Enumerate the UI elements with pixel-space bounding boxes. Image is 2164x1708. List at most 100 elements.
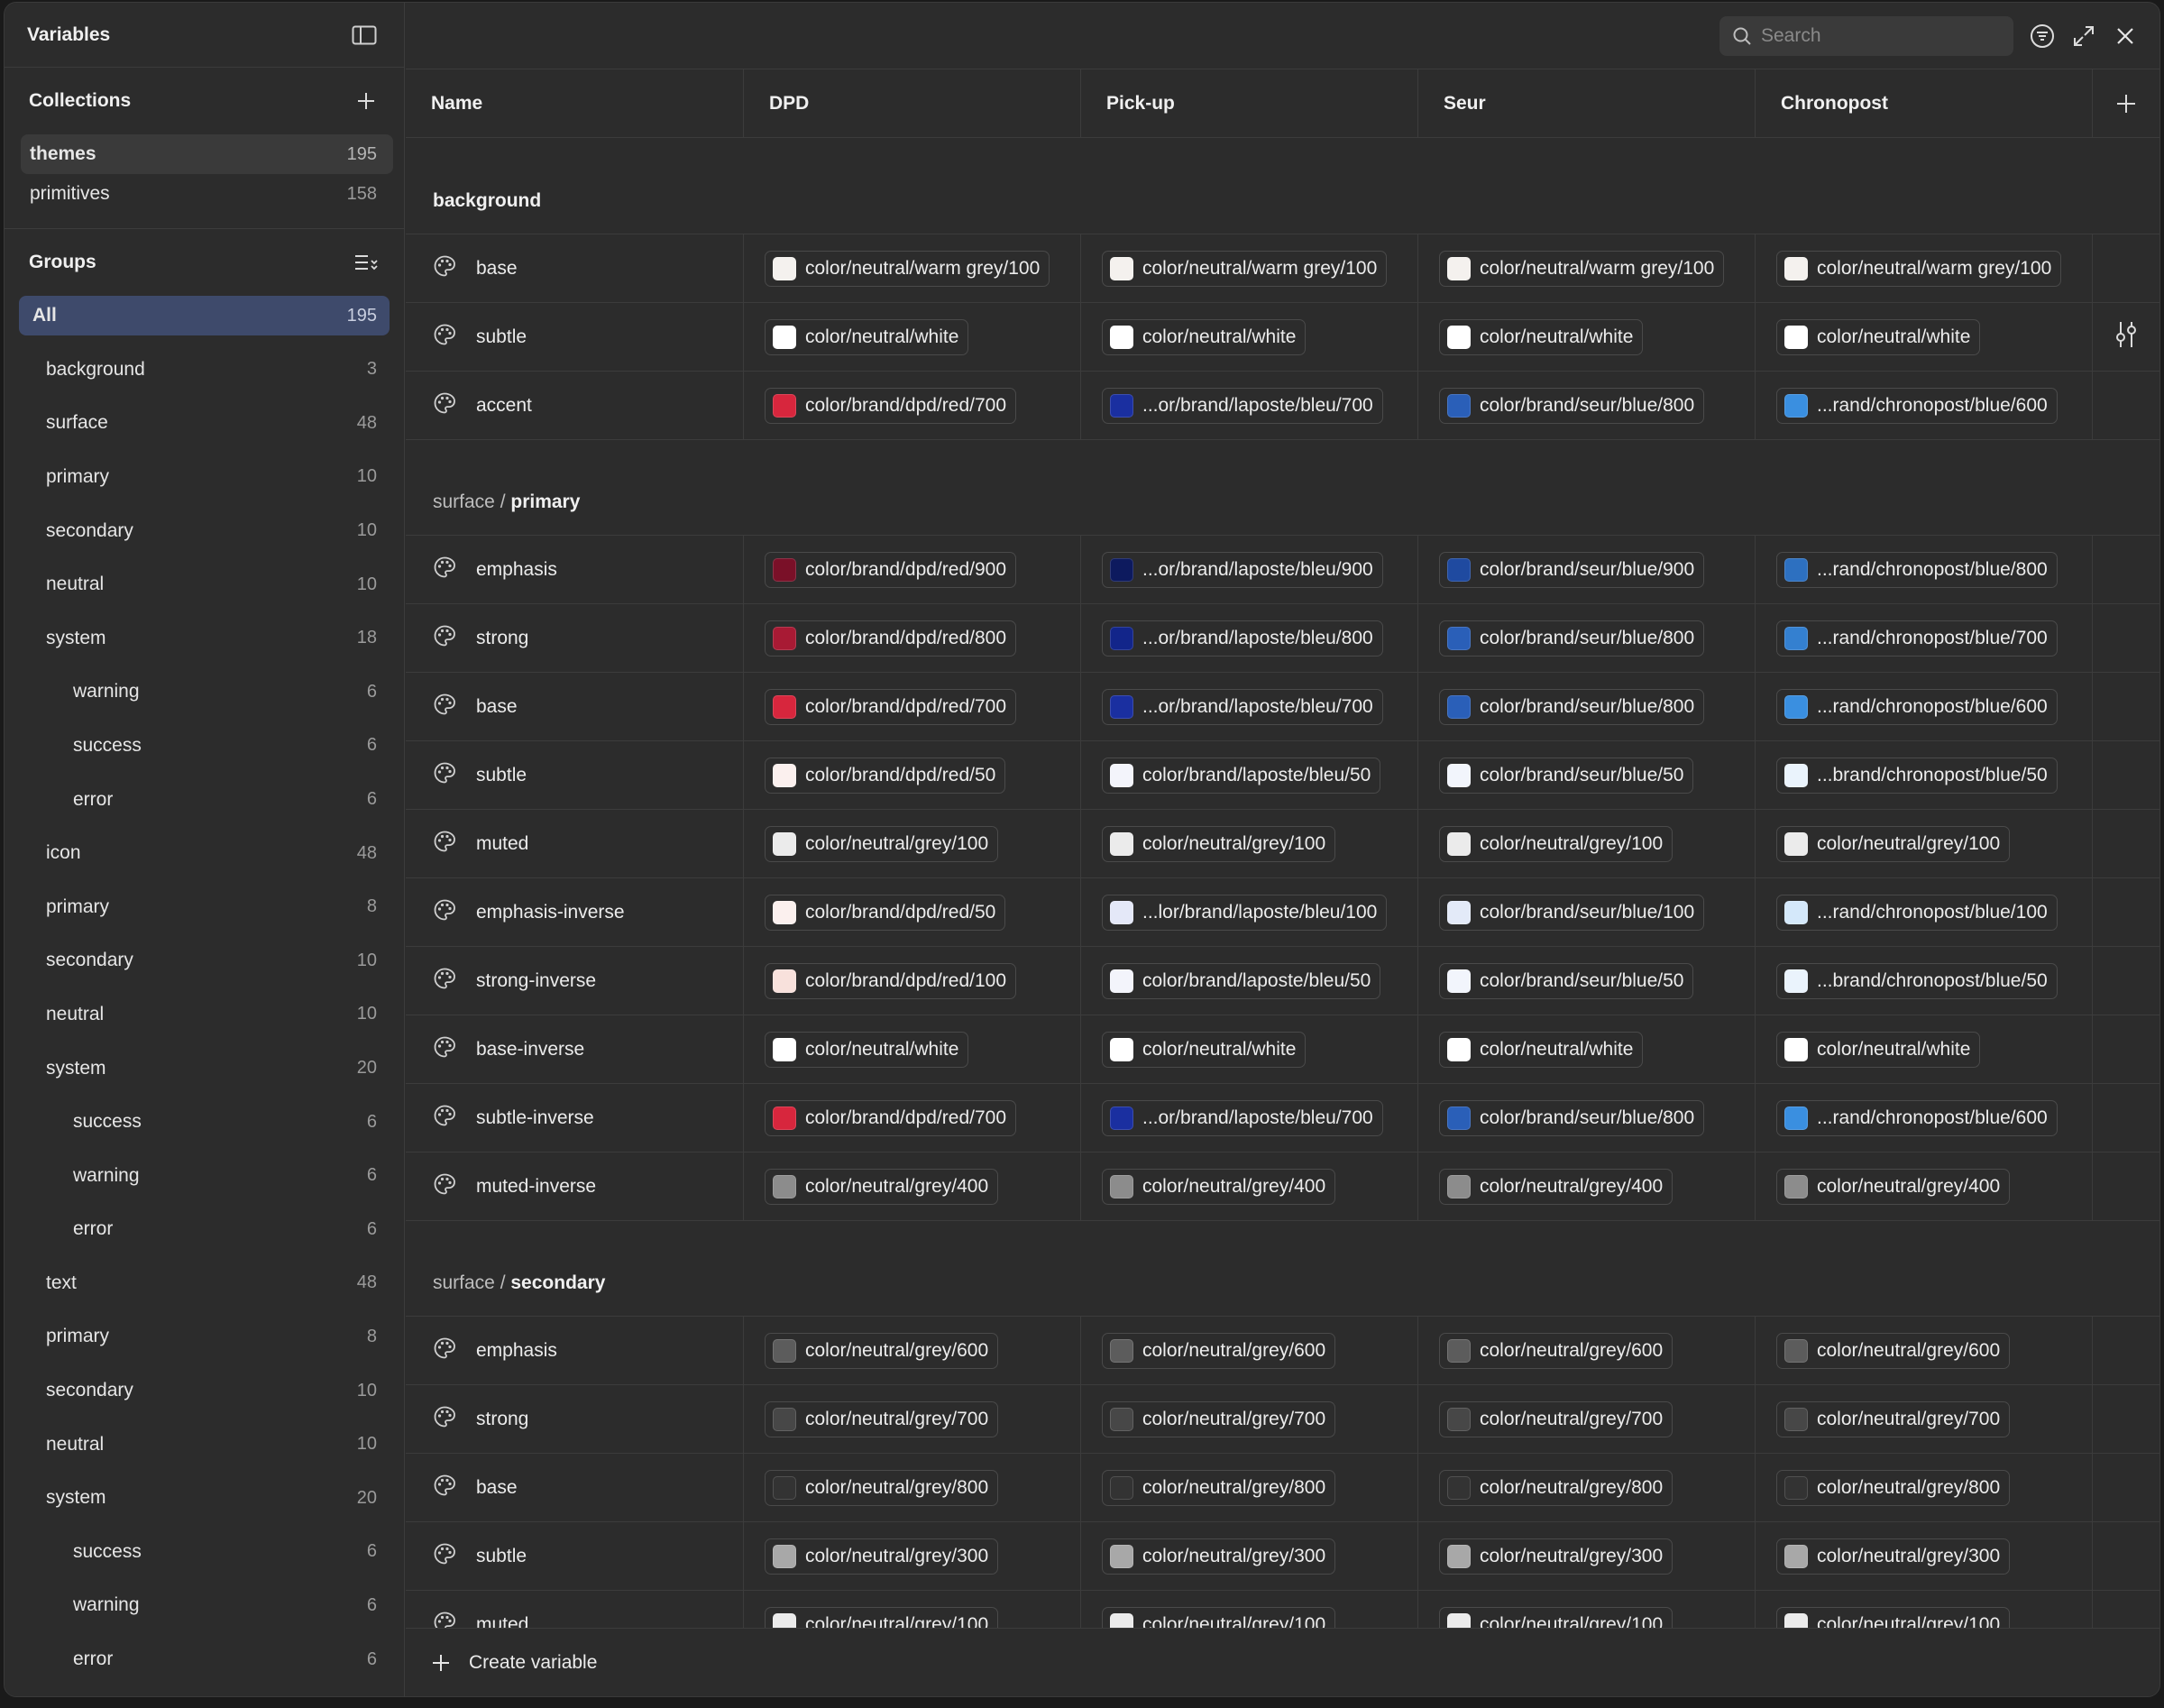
- variable-value-cell[interactable]: color/brand/dpd/red/700: [744, 673, 1081, 740]
- variable-name-cell[interactable]: emphasis: [406, 536, 744, 603]
- alias-pill[interactable]: color/neutral/grey/700: [1102, 1400, 1336, 1437]
- alias-pill[interactable]: ...or/brand/laposte/bleu/700: [1102, 1099, 1383, 1136]
- alias-pill[interactable]: color/brand/seur/blue/50: [1439, 962, 1694, 999]
- variable-value-cell[interactable]: ...brand/chronopost/blue/50: [1756, 741, 2093, 809]
- variable-row[interactable]: muted color/neutral/grey/100 color/neutral…: [406, 810, 2159, 878]
- alias-pill[interactable]: color/brand/dpd/red/100: [765, 962, 1016, 999]
- variable-row[interactable]: accent color/brand/dpd/red/700 ...or/brand…: [406, 372, 2159, 440]
- variable-value-cell[interactable]: color/brand/dpd/red/100: [744, 947, 1081, 1015]
- variable-value-cell[interactable]: color/brand/dpd/red/800: [744, 604, 1081, 672]
- variable-row[interactable]: strong color/brand/dpd/red/800 ...or/brand…: [406, 604, 2159, 673]
- group-item[interactable]: text 48: [19, 1256, 390, 1310]
- alias-pill[interactable]: color/neutral/grey/600: [1439, 1332, 1673, 1369]
- variable-value-cell[interactable]: color/neutral/grey/100: [744, 810, 1081, 877]
- edit-variable-icon[interactable]: [2113, 319, 2140, 354]
- alias-pill[interactable]: color/neutral/grey/100: [1439, 825, 1673, 862]
- variable-row[interactable]: base-inverse color/neutral/white color/neu…: [406, 1015, 2159, 1084]
- close-icon[interactable]: [2109, 20, 2141, 52]
- alias-pill[interactable]: color/neutral/grey/800: [1102, 1469, 1336, 1506]
- group-item[interactable]: error 6: [19, 1203, 390, 1257]
- group-item[interactable]: success 6: [19, 1525, 390, 1579]
- variable-value-cell[interactable]: color/neutral/white: [1418, 303, 1756, 371]
- alias-pill[interactable]: ...rand/chronopost/blue/700: [1776, 620, 2058, 657]
- alias-pill[interactable]: color/brand/seur/blue/800: [1439, 688, 1705, 725]
- group-item[interactable]: background 3: [19, 343, 390, 397]
- group-item[interactable]: secondary 10: [19, 1364, 390, 1418]
- group-item[interactable]: error 6: [19, 1632, 390, 1686]
- alias-pill[interactable]: ...rand/chronopost/blue/100: [1776, 894, 2058, 931]
- alias-pill[interactable]: color/neutral/grey/800: [1439, 1469, 1673, 1506]
- alias-pill[interactable]: color/neutral/grey/100: [1102, 1606, 1336, 1628]
- alias-pill[interactable]: color/neutral/grey/100: [765, 1606, 999, 1628]
- group-item[interactable]: success 6: [19, 1095, 390, 1149]
- group-item[interactable]: warning 6: [19, 1579, 390, 1633]
- alias-pill[interactable]: color/neutral/white: [765, 1031, 969, 1068]
- group-item[interactable]: neutral 10: [19, 987, 390, 1042]
- alias-pill[interactable]: color/neutral/warm grey/100: [1439, 250, 1725, 287]
- variable-value-cell[interactable]: color/brand/seur/blue/50: [1418, 741, 1756, 809]
- alias-pill[interactable]: color/brand/dpd/red/50: [765, 757, 1006, 794]
- variable-value-cell[interactable]: color/neutral/warm grey/100: [1081, 234, 1418, 302]
- variable-name-cell[interactable]: emphasis-inverse: [406, 878, 744, 946]
- variable-value-cell[interactable]: ...rand/chronopost/blue/700: [1756, 604, 2093, 672]
- alias-pill[interactable]: color/neutral/grey/300: [1102, 1538, 1336, 1575]
- variable-value-cell[interactable]: color/brand/seur/blue/50: [1418, 947, 1756, 1015]
- column-header-seur[interactable]: Seur: [1418, 69, 1756, 137]
- alias-pill[interactable]: color/brand/dpd/red/700: [765, 688, 1016, 725]
- variable-value-cell[interactable]: color/neutral/grey/100: [1756, 1591, 2093, 1628]
- variable-value-cell[interactable]: ...rand/chronopost/blue/600: [1756, 1084, 2093, 1152]
- group-item[interactable]: warning 6: [19, 1149, 390, 1203]
- alias-pill[interactable]: color/neutral/grey/400: [765, 1168, 999, 1205]
- alias-pill[interactable]: color/neutral/grey/300: [1776, 1538, 2011, 1575]
- variable-name-cell[interactable]: accent: [406, 372, 744, 439]
- variable-name-cell[interactable]: subtle: [406, 303, 744, 371]
- variable-value-cell[interactable]: color/neutral/grey/400: [1756, 1152, 2093, 1220]
- alias-pill[interactable]: color/neutral/grey/600: [765, 1332, 999, 1369]
- alias-pill[interactable]: color/brand/seur/blue/100: [1439, 894, 1705, 931]
- variable-value-cell[interactable]: color/brand/dpd/red/50: [744, 741, 1081, 809]
- variable-name-cell[interactable]: muted-inverse: [406, 1152, 744, 1220]
- expand-icon[interactable]: [2068, 20, 2100, 52]
- group-item[interactable]: All 195: [19, 296, 390, 335]
- alias-pill[interactable]: color/brand/seur/blue/50: [1439, 757, 1694, 794]
- alias-pill[interactable]: color/neutral/grey/600: [1102, 1332, 1336, 1369]
- variable-value-cell[interactable]: color/neutral/grey/100: [744, 1591, 1081, 1628]
- variable-row[interactable]: muted-inverse color/neutral/grey/400 color…: [406, 1152, 2159, 1221]
- variable-name-cell[interactable]: subtle-inverse: [406, 1084, 744, 1152]
- search-input[interactable]: [1761, 24, 1995, 47]
- alias-pill[interactable]: color/neutral/grey/300: [1439, 1538, 1673, 1575]
- variable-value-cell[interactable]: color/neutral/grey/100: [1756, 810, 2093, 877]
- variable-value-cell[interactable]: color/brand/laposte/bleu/50: [1081, 741, 1418, 809]
- alias-pill[interactable]: color/neutral/grey/100: [1776, 1606, 2011, 1628]
- variable-value-cell[interactable]: color/neutral/grey/600: [1418, 1317, 1756, 1384]
- group-item[interactable]: error 6: [19, 773, 390, 827]
- variable-value-cell[interactable]: color/neutral/grey/100: [1081, 810, 1418, 877]
- variable-value-cell[interactable]: color/neutral/white: [1081, 303, 1418, 371]
- search-box[interactable]: [1719, 15, 2013, 56]
- variable-value-cell[interactable]: color/brand/dpd/red/700: [744, 1084, 1081, 1152]
- alias-pill[interactable]: ...brand/chronopost/blue/50: [1776, 757, 2058, 794]
- alias-pill[interactable]: color/neutral/grey/100: [1776, 825, 2011, 862]
- column-header-chronopost[interactable]: Chronopost: [1756, 69, 2093, 137]
- variable-value-cell[interactable]: color/neutral/grey/600: [1756, 1317, 2093, 1384]
- variable-value-cell[interactable]: color/neutral/white: [744, 303, 1081, 371]
- variable-name-cell[interactable]: subtle: [406, 1522, 744, 1590]
- variable-row[interactable]: subtle color/brand/dpd/red/50 color/brand/…: [406, 741, 2159, 810]
- add-collection-icon[interactable]: [350, 85, 382, 117]
- variable-value-cell[interactable]: color/neutral/grey/300: [1418, 1522, 1756, 1590]
- variable-value-cell[interactable]: ...rand/chronopost/blue/600: [1756, 372, 2093, 439]
- alias-pill[interactable]: ...rand/chronopost/blue/600: [1776, 387, 2058, 424]
- group-item[interactable]: primary 8: [19, 1310, 390, 1364]
- variable-row[interactable]: emphasis color/neutral/grey/600 color/neut…: [406, 1317, 2159, 1385]
- variable-value-cell[interactable]: color/brand/seur/blue/800: [1418, 604, 1756, 672]
- variable-value-cell[interactable]: color/brand/seur/blue/800: [1418, 1084, 1756, 1152]
- variable-value-cell[interactable]: ...or/brand/laposte/bleu/800: [1081, 604, 1418, 672]
- variable-value-cell[interactable]: ...or/brand/laposte/bleu/900: [1081, 536, 1418, 603]
- alias-pill[interactable]: color/brand/laposte/bleu/50: [1102, 962, 1381, 999]
- group-item[interactable]: system 20: [19, 1042, 390, 1096]
- alias-pill[interactable]: color/neutral/grey/100: [1439, 1606, 1673, 1628]
- variable-row[interactable]: subtle-inverse color/brand/dpd/red/700...…: [406, 1084, 2159, 1152]
- group-item[interactable]: primary 8: [19, 880, 390, 934]
- column-header-pick-up[interactable]: Pick-up: [1081, 69, 1418, 137]
- alias-pill[interactable]: color/neutral/grey/800: [765, 1469, 999, 1506]
